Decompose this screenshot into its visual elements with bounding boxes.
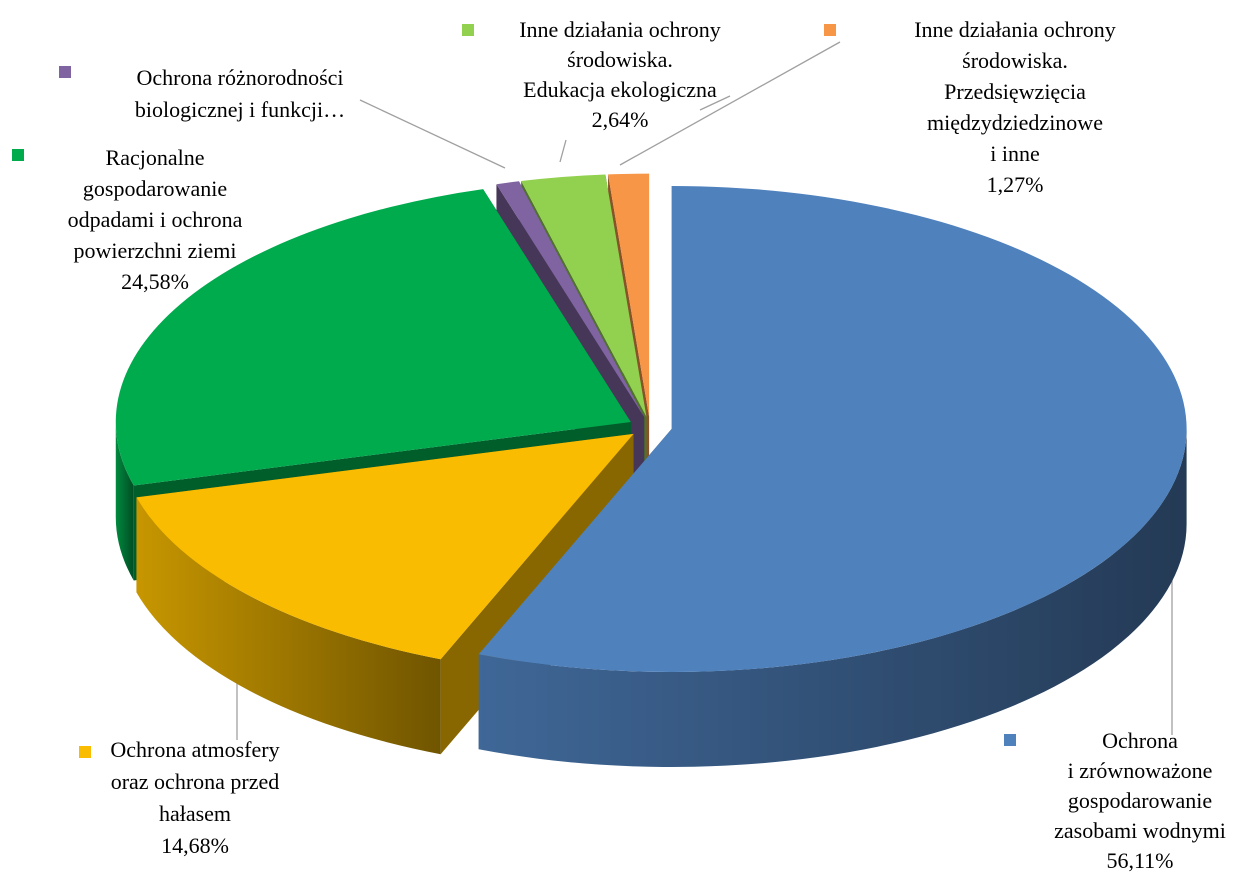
value-label: 1,27% [987, 172, 1044, 197]
legend-marker [1004, 734, 1016, 746]
slice-walls [115, 421, 1187, 767]
legend-marker [12, 149, 24, 161]
value-label: 2,64% [592, 107, 649, 132]
value-label: 24,58% [121, 269, 189, 294]
slice [115, 189, 631, 486]
value-label: 14,68% [161, 833, 229, 858]
legend-marker [824, 24, 836, 36]
leader-line [359, 99, 506, 169]
slice-wall [115, 421, 134, 581]
slice [608, 173, 650, 417]
data-label: Ochrona różnorodności biologicznej i funk… [135, 65, 345, 122]
slice-wall [478, 428, 1187, 767]
leader-line [559, 139, 567, 163]
slice [521, 174, 647, 417]
slice [496, 181, 645, 417]
leader-line [699, 95, 731, 111]
data-label: Racjonalne gospodarowanie odpadami i ochro… [68, 145, 243, 263]
slice-tops [115, 173, 1187, 672]
leader-line [619, 41, 841, 166]
legend-marker [462, 24, 474, 36]
data-label: Inne działania ochrony środowiska. Przedsi… [914, 17, 1116, 166]
slice-wall [136, 497, 441, 755]
value-label: 56,11% [1106, 848, 1173, 873]
slice [478, 185, 1187, 672]
legend-marker [59, 66, 71, 78]
data-label: Ochrona i zrównoważone gospodarowanie zasob… [1054, 728, 1226, 843]
data-label: Inne działania ochrony środowiska. Edukacj… [519, 17, 721, 102]
slice [136, 433, 634, 660]
data-label: Ochrona atmosfery oraz ochrona przed hałas… [110, 737, 279, 826]
legend-marker [79, 746, 91, 758]
